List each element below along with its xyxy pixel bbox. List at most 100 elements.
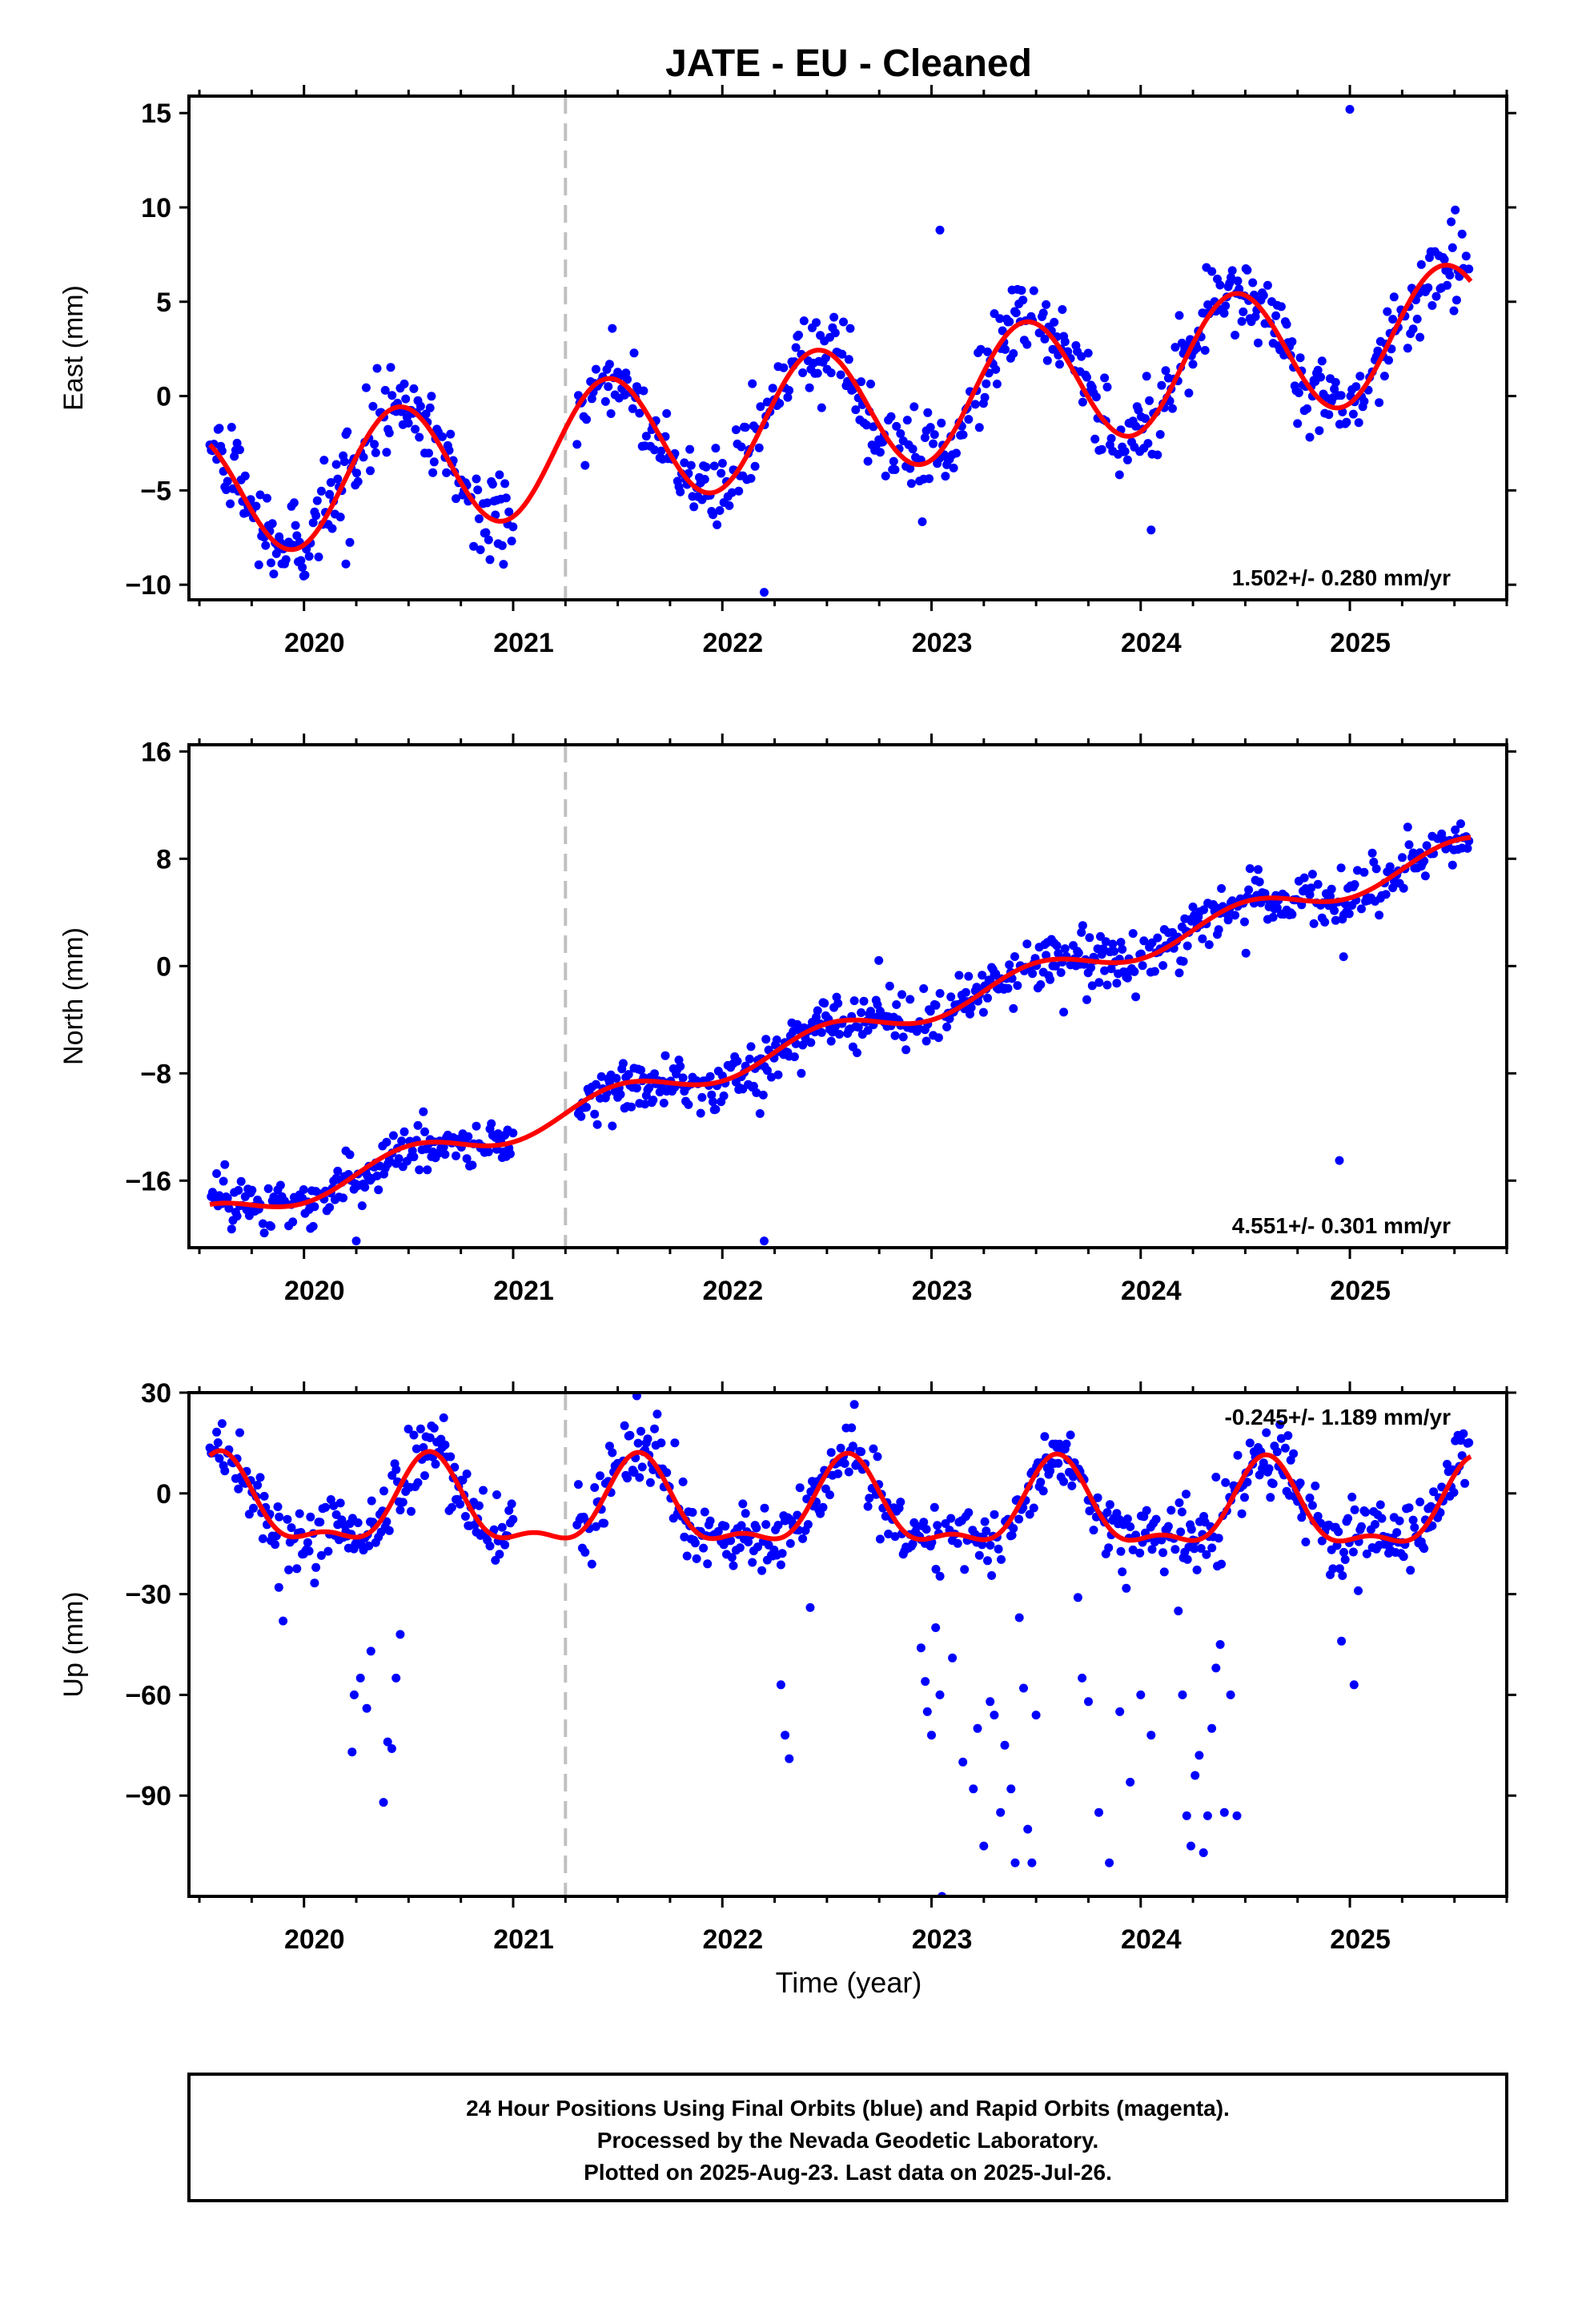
data-point — [353, 1518, 363, 1527]
data-point — [696, 1108, 705, 1118]
y-tick-label: 30 — [141, 1378, 171, 1409]
outlier-point — [1182, 1811, 1191, 1820]
data-point — [625, 1430, 635, 1440]
plot-frame — [187, 743, 1508, 1249]
data-point — [442, 468, 452, 477]
data-point — [304, 552, 314, 561]
data-point — [312, 496, 322, 505]
data-point — [1276, 1433, 1286, 1443]
data-point — [1157, 380, 1166, 390]
data-point — [298, 563, 307, 572]
outlier-point — [1174, 1606, 1183, 1616]
data-point — [1233, 276, 1243, 286]
data-point — [1307, 1501, 1317, 1510]
outlier-point — [274, 1582, 283, 1592]
data-point — [370, 440, 379, 449]
data-point — [1338, 1571, 1347, 1580]
data-point — [958, 430, 968, 440]
data-point — [821, 353, 830, 363]
data-point — [929, 439, 938, 448]
y-tick-label: −8 — [140, 1059, 171, 1089]
data-point — [741, 1509, 750, 1518]
data-point — [1135, 1548, 1145, 1558]
data-point — [818, 1502, 828, 1512]
data-point — [591, 1522, 600, 1531]
data-point — [970, 400, 980, 409]
data-point — [359, 452, 368, 462]
data-point — [423, 1165, 432, 1175]
data-point — [1326, 891, 1335, 901]
data-point — [1384, 356, 1393, 365]
outlier-point — [760, 1236, 769, 1246]
data-point — [1188, 903, 1198, 911]
data-point — [757, 1566, 767, 1575]
data-point — [921, 1525, 931, 1534]
data-point — [978, 1540, 987, 1550]
data-point — [772, 1035, 781, 1044]
data-point — [368, 401, 378, 411]
data-point — [259, 1228, 269, 1238]
outlier-point — [1354, 1586, 1363, 1595]
data-point — [367, 1496, 376, 1506]
data-point — [604, 382, 613, 392]
data-point — [508, 1128, 518, 1138]
data-point — [753, 1542, 762, 1552]
data-point — [1316, 372, 1326, 382]
data-point — [983, 1556, 992, 1566]
data-point — [1145, 396, 1154, 405]
data-point — [682, 1551, 692, 1561]
data-point — [258, 1219, 267, 1228]
data-point — [799, 316, 809, 326]
data-point — [431, 1459, 440, 1469]
data-point — [1159, 1567, 1169, 1577]
data-point — [980, 1517, 990, 1526]
data-point — [576, 1112, 586, 1121]
outlier-point — [1073, 1593, 1082, 1602]
data-point — [851, 405, 861, 415]
data-point — [1131, 421, 1141, 431]
data-point — [213, 1438, 223, 1447]
data-point — [1126, 1522, 1135, 1531]
data-point — [974, 1550, 984, 1560]
data-point — [953, 1538, 962, 1548]
outlier-point — [396, 1630, 405, 1639]
data-point — [1239, 307, 1248, 316]
data-point — [271, 549, 281, 558]
data-point — [680, 458, 689, 468]
data-point — [685, 444, 695, 454]
outlier-point — [1349, 1680, 1359, 1690]
data-point — [384, 1526, 394, 1535]
outlier-point — [1078, 1673, 1087, 1683]
data-point — [676, 487, 685, 497]
data-point — [275, 1512, 284, 1522]
data-point — [961, 987, 970, 997]
data-point — [281, 555, 291, 565]
data-point — [853, 1048, 861, 1058]
data-point — [404, 1425, 413, 1433]
data-point — [1431, 292, 1441, 301]
data-point — [1128, 1545, 1138, 1554]
data-point — [1275, 1420, 1285, 1429]
data-point — [572, 440, 582, 449]
outlier-point — [979, 1841, 989, 1851]
data-point — [1243, 265, 1252, 275]
data-point — [391, 1465, 401, 1474]
data-point — [371, 448, 380, 457]
data-point — [600, 1518, 609, 1528]
data-point — [413, 1478, 423, 1487]
outlier-point — [1126, 1777, 1135, 1787]
data-point — [935, 989, 945, 998]
data-point — [1339, 1547, 1348, 1557]
data-point — [933, 1521, 942, 1530]
data-point — [952, 448, 961, 458]
data-point — [865, 1494, 874, 1503]
data-point — [224, 1204, 234, 1213]
data-point — [255, 490, 265, 500]
data-point — [623, 1474, 632, 1483]
x-tick-label: 2025 — [1330, 1276, 1391, 1306]
data-point — [1192, 344, 1202, 352]
data-point — [1190, 1544, 1199, 1554]
data-point — [826, 1448, 836, 1458]
data-point — [632, 1393, 641, 1401]
outlier-point — [1215, 1640, 1225, 1649]
